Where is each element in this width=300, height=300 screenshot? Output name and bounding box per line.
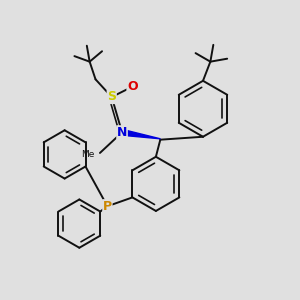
Text: O: O	[127, 80, 138, 93]
Text: N: N	[117, 126, 127, 139]
Text: P: P	[103, 200, 112, 213]
Text: S: S	[107, 91, 116, 103]
Text: Me: Me	[81, 150, 94, 159]
Polygon shape	[122, 129, 160, 139]
